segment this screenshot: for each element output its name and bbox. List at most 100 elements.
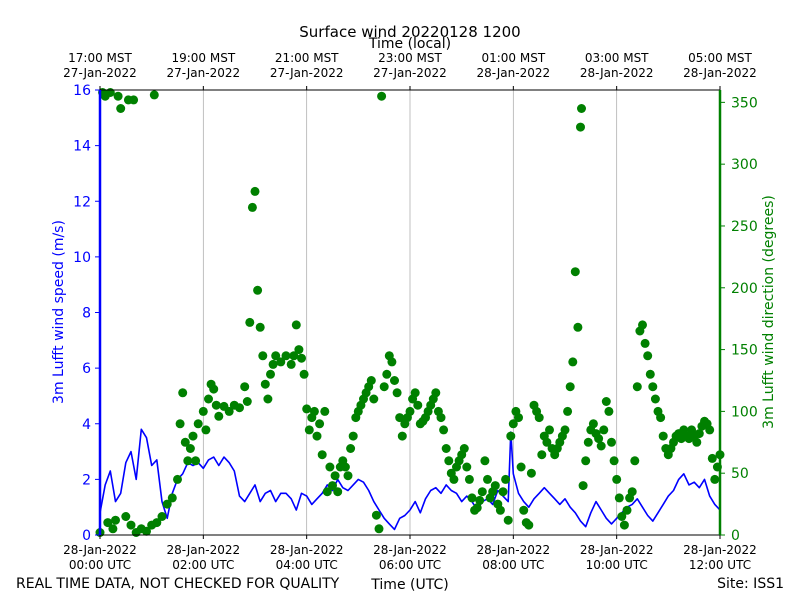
wind-direction-point	[638, 320, 647, 330]
wind-direction-point	[490, 481, 500, 491]
wind-direction-point	[315, 419, 325, 429]
left-axis-label: 3m Lufft wind speed (m/s)	[51, 220, 67, 404]
wind-direction-point	[191, 456, 201, 466]
wind-direction-point	[537, 450, 547, 460]
right-tick-label: 50	[731, 466, 749, 482]
wind-direction-point	[297, 353, 306, 363]
wind-direction-point	[183, 456, 193, 466]
wind-direction-point	[622, 505, 632, 515]
wind-direction-point	[524, 520, 534, 530]
bottom-tick-date: 28-Jan-2022	[167, 543, 241, 557]
wind-direction-point	[302, 404, 312, 414]
wind-direction-point	[514, 413, 523, 423]
wind-direction-point	[405, 406, 415, 416]
wind-direction-point	[439, 425, 449, 435]
wind-direction-point	[111, 515, 120, 525]
wind-direction-point	[260, 379, 270, 389]
top-tick-date: 27-Jan-2022	[63, 66, 137, 80]
wind-direction-point	[312, 431, 322, 441]
wind-direction-point	[193, 419, 203, 429]
wind-direction-point	[519, 505, 529, 515]
wind-speed-series	[99, 428, 721, 531]
wind-speed-line	[99, 428, 721, 531]
top-tick-time: 01:00 MST	[481, 51, 545, 65]
wind-direction-point	[286, 359, 296, 369]
wind-direction-point	[304, 425, 314, 435]
wind-direction-point	[462, 462, 472, 472]
left-tick-label: 2	[82, 472, 91, 488]
bottom-tick-time: 04:00 UTC	[276, 558, 338, 572]
wind-direction-point	[116, 104, 126, 113]
wind-direction-point	[581, 456, 591, 466]
right-tick-label: 0	[731, 528, 740, 544]
wind-direction-point	[472, 503, 482, 513]
wind-direction-point	[397, 431, 407, 441]
bottom-tick-time: 08:00 UTC	[482, 558, 544, 572]
wind-direction-point	[577, 104, 586, 113]
left-tick-label: 12	[73, 194, 91, 210]
wind-direction-point	[694, 429, 704, 439]
wind-direction-point	[198, 406, 208, 416]
wind-direction-point	[224, 406, 234, 416]
wind-direction-point	[105, 88, 115, 97]
wind-direction-point	[576, 122, 585, 132]
wind-direction-point	[322, 487, 332, 497]
top-tick-date: 28-Jan-2022	[683, 66, 757, 80]
top-tick-date: 27-Jan-2022	[373, 66, 447, 80]
wind-direction-point	[570, 267, 580, 277]
grid-lines	[202, 90, 618, 535]
wind-direction-point	[534, 413, 544, 423]
wind-direction-point	[705, 425, 715, 435]
wind-direction-point	[607, 437, 616, 447]
wind-direction-point	[630, 456, 640, 466]
wind-direction-series	[95, 88, 725, 537]
bottom-tick-date: 28-Jan-2022	[477, 543, 551, 557]
wind-direction-point	[410, 388, 420, 398]
right-axis-ticks: 0 50 100 150 200 250 300 350	[720, 95, 758, 544]
wind-direction-point	[369, 394, 379, 404]
wind-direction-point	[565, 382, 575, 392]
wind-direction-point	[596, 441, 606, 451]
top-tick-time: 03:00 MST	[585, 51, 649, 65]
top-axis-label: Time (local)	[368, 36, 451, 52]
wind-direction-point	[395, 413, 405, 423]
wind-direction-point	[449, 474, 459, 484]
wind-direction-point	[526, 468, 536, 478]
wind-direction-point	[710, 474, 720, 484]
wind-direction-point	[333, 487, 343, 497]
wind-direction-point	[268, 359, 278, 369]
wind-direction-point	[214, 411, 224, 421]
top-tick-date: 27-Jan-2022	[167, 66, 241, 80]
wind-direction-point	[258, 351, 268, 361]
wind-direction-point	[643, 351, 653, 361]
wind-direction-point	[235, 403, 244, 413]
wind-direction-point	[508, 419, 518, 429]
wind-direction-point	[328, 481, 337, 491]
wind-direction-point	[594, 434, 604, 444]
wind-direction-point	[707, 453, 717, 463]
wind-direction-point	[431, 388, 441, 398]
wind-direction-point	[291, 320, 301, 330]
wind-direction-point	[459, 444, 469, 453]
bottom-tick-date: 28-Jan-2022	[683, 543, 757, 557]
wind-direction-point	[255, 322, 265, 332]
wind-direction-point	[640, 338, 650, 348]
wind-direction-point	[157, 512, 167, 521]
wind-direction-point	[281, 351, 291, 361]
wind-direction-point	[325, 462, 335, 472]
bottom-tick-time: 12:00 UTC	[689, 558, 751, 572]
site-label: Site: ISS1	[717, 576, 784, 592]
wind-direction-point	[294, 345, 304, 355]
wind-direction-point	[245, 317, 255, 327]
top-tick-date: 28-Jan-2022	[477, 66, 551, 80]
wind-direction-point	[656, 413, 666, 423]
wind-direction-point	[343, 471, 353, 481]
wind-direction-point	[542, 437, 552, 447]
bottom-tick-date: 28-Jan-2022	[270, 543, 344, 557]
wind-direction-point	[379, 382, 389, 392]
wind-direction-point	[201, 425, 211, 435]
wind-direction-point	[563, 406, 573, 416]
wind-direction-point	[152, 518, 162, 528]
